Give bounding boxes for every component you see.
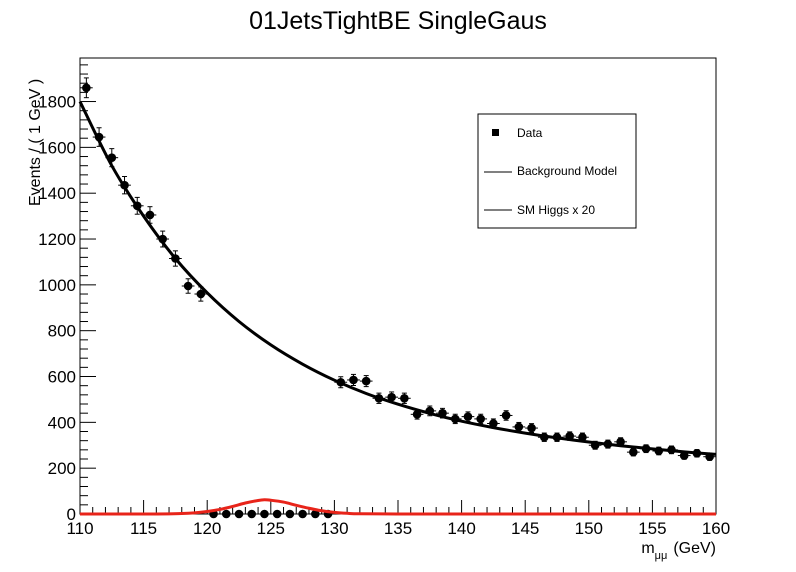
x-tick-label: 150 [575, 519, 603, 538]
y-tick-label: 1000 [38, 276, 76, 295]
data-point [232, 509, 246, 519]
data-point [181, 278, 195, 294]
legend-label-data: Data [517, 126, 543, 140]
data-point [245, 509, 259, 519]
data-point [461, 411, 475, 422]
data-point [296, 509, 309, 519]
data-point-marker [247, 509, 257, 519]
data-point-marker [400, 393, 409, 403]
y-tick-label: 1600 [38, 138, 76, 157]
x-tick-label: 160 [702, 519, 730, 538]
data-point-marker [501, 411, 511, 420]
data-point-marker [272, 509, 282, 519]
y-axis: 0 200 400 600 800 1000 1200 1400 1600 1800 [38, 64, 96, 524]
legend-label-signal: SM Higgs x 20 [517, 203, 595, 217]
data-point-marker [260, 509, 269, 519]
data-point-marker [82, 83, 91, 93]
data-point [219, 509, 233, 519]
data-point-marker [298, 509, 307, 519]
y-tick-label: 800 [48, 322, 76, 341]
y-tick-label: 1800 [38, 93, 76, 112]
x-tick-label: 140 [447, 519, 475, 538]
data-point-marker [234, 509, 244, 519]
y-tick-label: 200 [48, 459, 76, 478]
legend-marker-data [492, 129, 499, 136]
series-layer [78, 77, 717, 519]
data-point-marker [489, 419, 498, 428]
x-tick-label: 125 [257, 519, 285, 538]
data-point-marker [476, 414, 485, 424]
x-axis: 110 115 120 125 130 135 140 145 150 155 160 [66, 500, 730, 538]
data-point [270, 509, 284, 519]
data-point-marker [285, 509, 295, 519]
data-point [258, 509, 271, 519]
data-point [499, 410, 513, 421]
data-point-marker [463, 412, 473, 421]
data-point [80, 77, 93, 99]
y-tick-label: 600 [48, 368, 76, 387]
data-point [398, 392, 411, 404]
legend: Data Background Model SM Higgs x 20 [477, 113, 637, 229]
data-point [308, 509, 322, 519]
y-axis-label: Events / ( 1 GeV ) [27, 79, 44, 206]
x-tick-label: 155 [638, 519, 666, 538]
legend-label-background: Background Model [517, 164, 617, 178]
data-point [474, 413, 488, 425]
data-point-marker [349, 375, 358, 385]
data-point-marker [183, 281, 193, 291]
y-tick-label: 1200 [38, 230, 76, 249]
data-point-marker [527, 423, 536, 433]
data-point [626, 447, 640, 457]
y-tick-label: 1400 [38, 184, 76, 203]
x-tick-label: 110 [66, 519, 93, 538]
signal-line [79, 498, 716, 516]
chart-title: 01JetsTightBE SingleGaus [249, 7, 547, 35]
x-tick-label: 120 [193, 519, 221, 538]
x-tick-label: 115 [130, 519, 157, 538]
x-tick-label: 135 [384, 519, 412, 538]
data-point [283, 509, 297, 519]
x-tick-label: 145 [511, 519, 539, 538]
x-axis-label-unit: (GeV) [673, 540, 716, 557]
x-axis-label-sub: μμ [655, 550, 668, 562]
data-point-marker [221, 509, 231, 519]
x-axis-label-main: m [641, 540, 654, 557]
legend-box [477, 113, 637, 229]
x-axis-label: mμμ (GeV) [641, 540, 716, 562]
data-point-marker [514, 422, 524, 432]
data-point [347, 373, 360, 386]
x-tick-label: 130 [320, 519, 348, 538]
y-tick-label: 0 [67, 505, 76, 524]
y-tick-label: 400 [48, 413, 76, 432]
data-point-marker [578, 432, 587, 442]
data-point-marker [361, 376, 371, 386]
data-point-marker [311, 509, 320, 519]
background-model-line [78, 100, 717, 456]
data-point-marker [629, 447, 638, 457]
data-point-marker [387, 392, 396, 402]
data-point [525, 423, 538, 434]
data-point [359, 375, 373, 388]
data-point-marker [196, 289, 206, 299]
data-point-marker [145, 210, 155, 220]
data-point-marker [412, 410, 422, 419]
data-point [143, 206, 157, 224]
